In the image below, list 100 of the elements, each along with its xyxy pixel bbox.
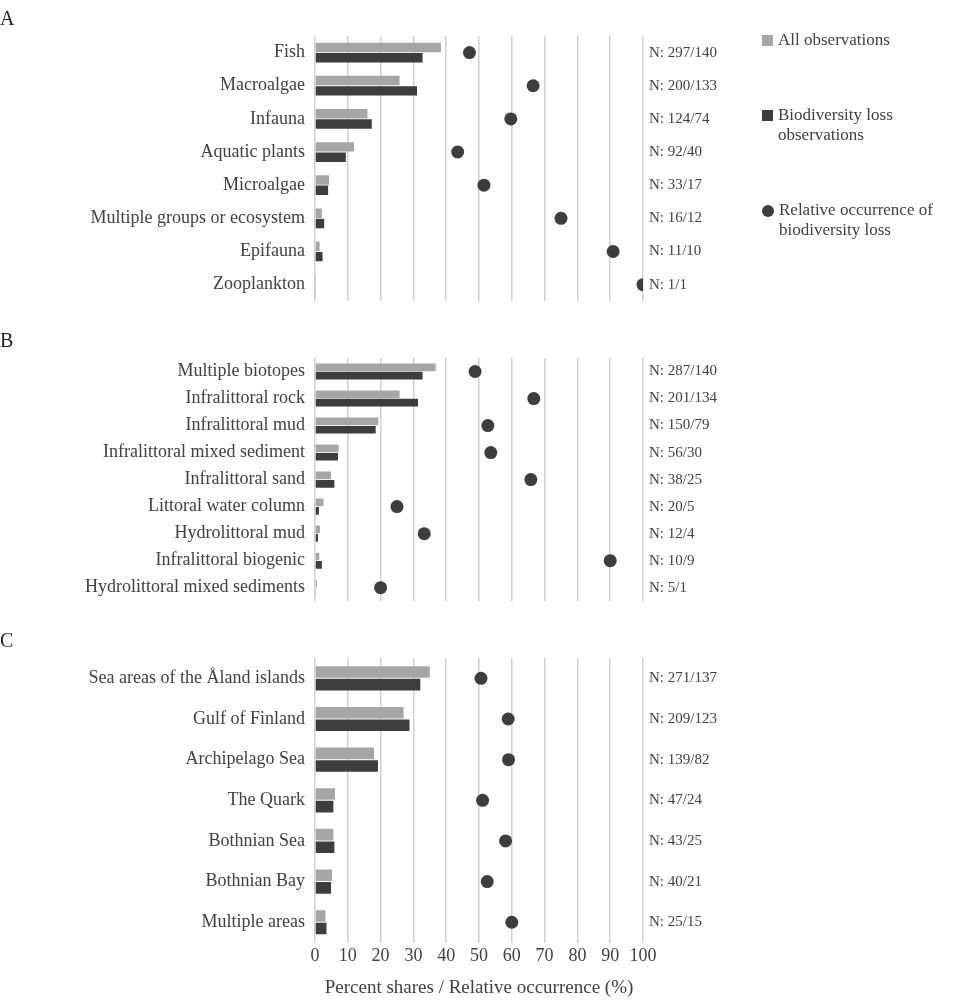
text: N: 43/25 xyxy=(649,831,702,848)
text: N: 150/79 xyxy=(649,416,710,433)
bar xyxy=(315,444,339,453)
text: N: 40/21 xyxy=(649,872,702,889)
y-tick-label: Littoral water column xyxy=(148,495,305,516)
bar xyxy=(315,479,335,488)
bar xyxy=(315,185,329,196)
text: C xyxy=(0,629,14,652)
text: N: 200/133 xyxy=(649,76,717,93)
legend-label: Relative occurrence of biodiversity loss xyxy=(779,200,934,240)
x-tick-label: 40 xyxy=(437,945,456,966)
bar xyxy=(315,390,400,399)
bar xyxy=(315,417,379,426)
y-tick-label: Infauna xyxy=(250,107,306,128)
text: N: 5/1 xyxy=(649,578,687,595)
text: N: 12/4 xyxy=(649,524,695,541)
x-tick-label: 100 xyxy=(629,945,657,966)
text: N: 287/140 xyxy=(649,362,717,379)
bar xyxy=(315,869,333,882)
bar xyxy=(315,910,326,922)
bar xyxy=(315,175,330,185)
x-tick-label: 60 xyxy=(502,945,521,966)
x-tick-label: 70 xyxy=(535,945,554,966)
point xyxy=(481,419,495,433)
bar xyxy=(315,882,332,894)
point xyxy=(526,79,540,93)
y-tick-label: Infralittoral mixed sediment xyxy=(103,441,305,462)
y-tick-label: Hydrolittoral mud xyxy=(174,522,305,543)
text: N: 92/40 xyxy=(649,142,702,159)
text: N: 56/30 xyxy=(649,443,702,460)
legend-label: Biodiversity loss observations xyxy=(778,105,894,145)
bar xyxy=(315,452,338,461)
text: N: 38/25 xyxy=(649,470,702,487)
y-tick-label: Multiple biotopes xyxy=(177,360,305,381)
point xyxy=(499,834,513,848)
text: N: 124/74 xyxy=(649,109,710,126)
bar xyxy=(315,52,423,63)
y-tick-label: Fish xyxy=(273,41,305,62)
point xyxy=(417,527,431,541)
bar xyxy=(315,747,375,760)
point xyxy=(501,712,515,726)
text: B xyxy=(0,329,14,352)
x-tick-label: 0 xyxy=(310,945,320,966)
text: N: 11/10 xyxy=(649,242,702,259)
y-tick-label: Macroalgae xyxy=(220,74,305,95)
bar xyxy=(315,398,418,407)
y-tick-label: Aquatic plants xyxy=(200,140,305,161)
bar xyxy=(315,218,325,229)
point xyxy=(476,793,490,807)
text: A xyxy=(0,7,15,30)
bar xyxy=(315,666,430,678)
x-tick-label: 80 xyxy=(568,945,587,966)
point xyxy=(480,875,494,889)
y-tick-label: Bothnian Bay xyxy=(205,870,305,891)
bar xyxy=(315,152,346,162)
bar xyxy=(315,800,334,813)
point xyxy=(527,392,541,406)
y-tick-label: Epifauna xyxy=(240,240,306,261)
y-tick-label: Sea areas of the Åland islands xyxy=(88,667,305,688)
text: N: 10/9 xyxy=(649,551,695,568)
bar xyxy=(315,142,355,152)
bar xyxy=(315,788,336,800)
bar xyxy=(315,251,323,262)
point xyxy=(468,365,482,379)
point xyxy=(474,671,488,685)
bar xyxy=(315,760,378,772)
point xyxy=(524,473,538,487)
point xyxy=(505,915,519,929)
x-tick-label: 30 xyxy=(404,945,423,966)
bar xyxy=(315,109,368,119)
text: N: 20/5 xyxy=(649,497,695,514)
x-tick-label: 20 xyxy=(371,945,390,966)
point xyxy=(502,753,516,767)
bar xyxy=(315,42,441,53)
bar xyxy=(315,75,400,86)
y-tick-label: Archipelago Sea xyxy=(185,748,306,769)
bar xyxy=(315,208,322,218)
point xyxy=(462,46,476,60)
bar xyxy=(315,498,324,507)
y-tick-label: Hydrolittoral mixed sediments xyxy=(85,576,305,597)
x-tick-label: 50 xyxy=(470,945,488,966)
y-tick-label: Multiple groups or ecosystem xyxy=(90,207,305,228)
bar xyxy=(315,561,322,569)
bar xyxy=(315,425,376,434)
point xyxy=(477,178,491,192)
y-tick-label: Infralittoral biogenic xyxy=(155,549,305,570)
y-tick-label: The Quark xyxy=(227,789,305,810)
bar xyxy=(315,371,423,380)
text: N: 16/12 xyxy=(649,209,702,226)
text: N: 201/134 xyxy=(649,389,718,406)
bar xyxy=(315,828,334,841)
bar xyxy=(315,363,436,372)
point xyxy=(504,112,518,126)
y-tick-label: Bothnian Sea xyxy=(208,829,305,850)
legend-label: All observations xyxy=(778,30,890,50)
text: N: 47/24 xyxy=(649,791,703,808)
point xyxy=(451,145,465,159)
point xyxy=(554,211,568,225)
bar xyxy=(315,678,421,691)
bar xyxy=(315,706,404,719)
